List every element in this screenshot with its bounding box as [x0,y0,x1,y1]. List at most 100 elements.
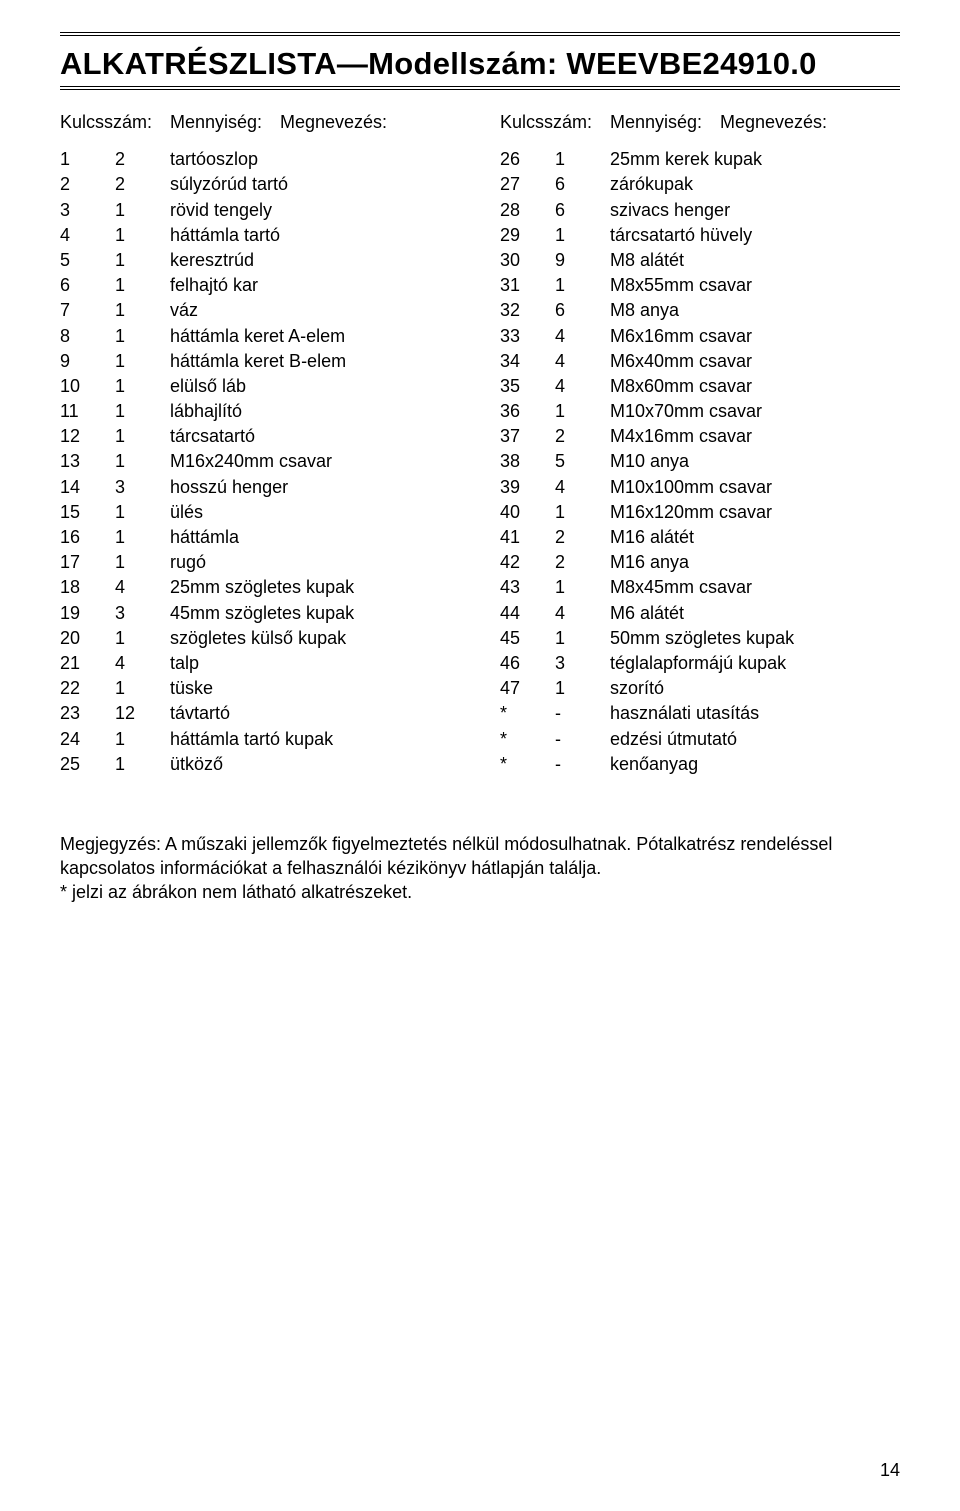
cell-qty: 4 [555,475,610,500]
left-rows: 12tartóoszlop22súlyzórúd tartó31rövid te… [60,147,460,777]
cell-qty: 1 [115,273,170,298]
cell-qty: 2 [115,172,170,197]
cell-key: 7 [60,298,115,323]
cell-qty: 1 [115,676,170,701]
table-row: 344M6x40mm csavar [500,349,900,374]
cell-key: 21 [60,651,115,676]
cell-qty: 12 [115,701,170,726]
cell-name: talp [170,651,460,676]
table-row: *-kenőanyag [500,752,900,777]
note-line-1: Megjegyzés: A műszaki jellemzők figyelme… [60,832,900,881]
top-rule-1 [60,32,900,33]
cell-name: hosszú henger [170,475,460,500]
cell-key: 2 [60,172,115,197]
cell-qty: 5 [555,449,610,474]
cell-qty: 1 [115,223,170,248]
cell-qty: 1 [115,550,170,575]
cell-qty: 4 [555,324,610,349]
table-row: 51keresztrúd [60,248,460,273]
cell-key: 35 [500,374,555,399]
cell-qty: 1 [115,248,170,273]
cell-name: M6x40mm csavar [610,349,900,374]
cell-key: 22 [60,676,115,701]
note-line-2: * jelzi az ábrákon nem látható alkatrész… [60,880,900,904]
cell-key: 30 [500,248,555,273]
cell-key: 37 [500,424,555,449]
table-row: 385M10 anya [500,449,900,474]
table-row: 171rugó [60,550,460,575]
cell-key: 34 [500,349,555,374]
table-row: 31rövid tengely [60,198,460,223]
header-key: Kulcsszám: [60,110,170,135]
table-row: 143hosszú henger [60,475,460,500]
cell-key: 8 [60,324,115,349]
cell-name: ülés [170,500,460,525]
table-row: 22súlyzórúd tartó [60,172,460,197]
cell-key: * [500,752,555,777]
table-row: 334M6x16mm csavar [500,324,900,349]
cell-key: 20 [60,626,115,651]
header-name: Megnevezés: [280,110,460,135]
cell-name: rugó [170,550,460,575]
cell-qty: - [555,727,610,752]
notes-section: Megjegyzés: A műszaki jellemzők figyelme… [60,832,900,905]
left-column: Kulcsszám: Mennyiség: Megnevezés: 12tart… [60,110,460,777]
table-row: 241háttámla tartó kupak [60,727,460,752]
cell-qty: 3 [115,475,170,500]
table-row: 309M8 alátét [500,248,900,273]
cell-key: 25 [60,752,115,777]
bottom-rule-2 [60,89,900,90]
table-row: 151ülés [60,500,460,525]
table-row: 41háttámla tartó [60,223,460,248]
table-row: 471szorító [500,676,900,701]
cell-name: M8x55mm csavar [610,273,900,298]
right-header: Kulcsszám: Mennyiség: Megnevezés: [500,110,900,135]
table-row: 214talp [60,651,460,676]
table-row: 71váz [60,298,460,323]
table-row: 81háttámla keret A-elem [60,324,460,349]
table-row: 18425mm szögletes kupak [60,575,460,600]
table-row: 276zárókupak [500,172,900,197]
cell-key: 28 [500,198,555,223]
cell-qty: 4 [115,575,170,600]
cell-qty: 1 [555,399,610,424]
cell-qty: 2 [555,424,610,449]
cell-key: 39 [500,475,555,500]
cell-qty: - [555,752,610,777]
cell-name: téglalapformájú kupak [610,651,900,676]
cell-key: 18 [60,575,115,600]
cell-qty: 1 [555,147,610,172]
cell-qty: 1 [115,198,170,223]
header-qty: Mennyiség: [610,110,720,135]
cell-name: háttámla keret B-elem [170,349,460,374]
cell-key: 24 [60,727,115,752]
cell-name: edzési útmutató [610,727,900,752]
cell-key: 41 [500,525,555,550]
table-row: 121tárcsatartó [60,424,460,449]
cell-key: 1 [60,147,115,172]
header-name: Megnevezés: [720,110,900,135]
cell-name: keresztrúd [170,248,460,273]
cell-key: 45 [500,626,555,651]
cell-key: 17 [60,550,115,575]
cell-name: 25mm szögletes kupak [170,575,460,600]
table-row: 372M4x16mm csavar [500,424,900,449]
cell-name: tüske [170,676,460,701]
cell-key: 46 [500,651,555,676]
table-row: 401M16x120mm csavar [500,500,900,525]
cell-qty: 1 [115,424,170,449]
table-row: 251ütköző [60,752,460,777]
cell-name: M10 anya [610,449,900,474]
table-row: 131M16x240mm csavar [60,449,460,474]
cell-key: * [500,727,555,752]
cell-name: lábhajlító [170,399,460,424]
table-row: 19345mm szögletes kupak [60,601,460,626]
cell-key: 43 [500,575,555,600]
cell-qty: 4 [115,651,170,676]
cell-qty: 6 [555,198,610,223]
cell-qty: 9 [555,248,610,273]
cell-name: elülső láb [170,374,460,399]
cell-key: 44 [500,601,555,626]
cell-key: 10 [60,374,115,399]
cell-qty: 3 [555,651,610,676]
